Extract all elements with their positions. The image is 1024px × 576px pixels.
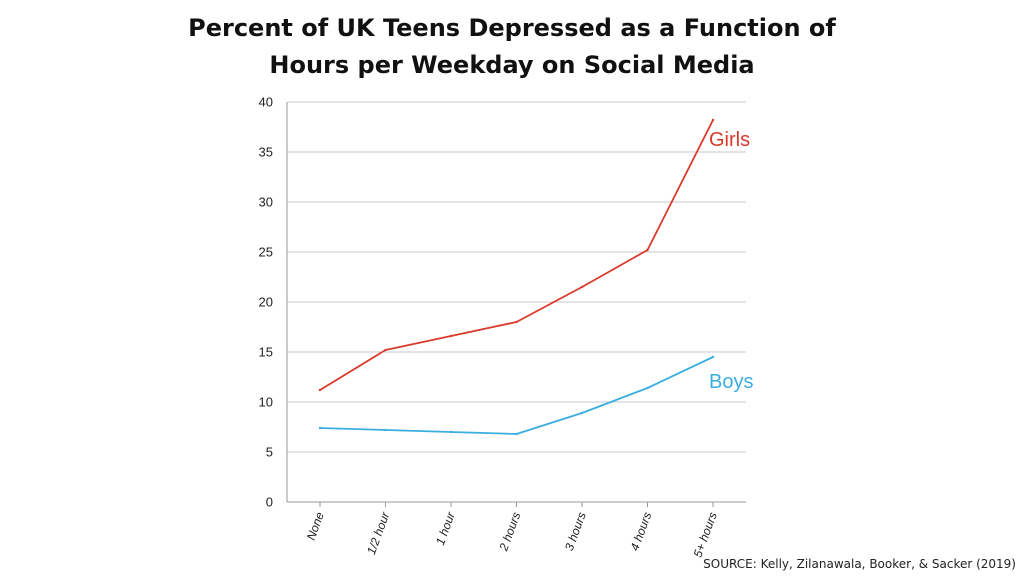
y-tick-label-0: 0 [266, 495, 273, 510]
data-point-girls-2 [449, 334, 453, 338]
x-tick-label-5: 4 hours [627, 510, 654, 552]
data-point-girls-3 [515, 320, 518, 324]
y-tick-label-25: 25 [259, 245, 273, 260]
x-tick-label-0: None [304, 510, 327, 542]
data-point-girls-1 [384, 348, 387, 352]
data-point-girls-4 [580, 285, 584, 289]
data-point-girls-0 [318, 388, 322, 392]
y-tick-label-30: 30 [259, 195, 273, 210]
title-line-2: Hours per Weekday on Social Media [269, 51, 755, 79]
data-point-boys-0 [318, 426, 322, 430]
data-point-girls-6 [711, 118, 715, 122]
data-point-boys-3 [515, 432, 518, 436]
y-tick-label-15: 15 [259, 345, 273, 360]
x-tick-label-6: 5+ hours [691, 510, 720, 559]
x-tick-label-2: 1 hour [433, 509, 458, 547]
x-tick-label-3: 2 hours [496, 510, 523, 553]
y-tick-label-40: 40 [259, 95, 273, 110]
data-point-boys-5 [646, 386, 649, 390]
source-citation: SOURCE: Kelly, Zilanawala, Booker, & Sac… [703, 557, 1016, 571]
data-point-boys-1 [384, 428, 387, 432]
x-tick-label-4: 3 hours [562, 510, 589, 552]
y-tick-label-20: 20 [259, 295, 273, 310]
series-line-girls [319, 119, 714, 391]
y-tick-label-10: 10 [259, 395, 273, 410]
chart-title: Percent of UK Teens Depressed as a Funct… [0, 10, 1024, 84]
series-label-girls: Girls [709, 129, 750, 151]
data-point-girls-5 [646, 248, 649, 252]
data-point-boys-2 [449, 430, 453, 434]
x-tick-label-1: 1/2 hour [364, 509, 393, 556]
series-line-boys [319, 356, 714, 435]
series-label-boys: Boys [709, 371, 753, 393]
y-tick-label-5: 5 [266, 445, 273, 460]
title-line-1: Percent of UK Teens Depressed as a Funct… [188, 14, 836, 42]
data-point-boys-4 [580, 411, 584, 415]
data-point-boys-6 [711, 355, 715, 359]
y-tick-label-35: 35 [259, 145, 273, 160]
